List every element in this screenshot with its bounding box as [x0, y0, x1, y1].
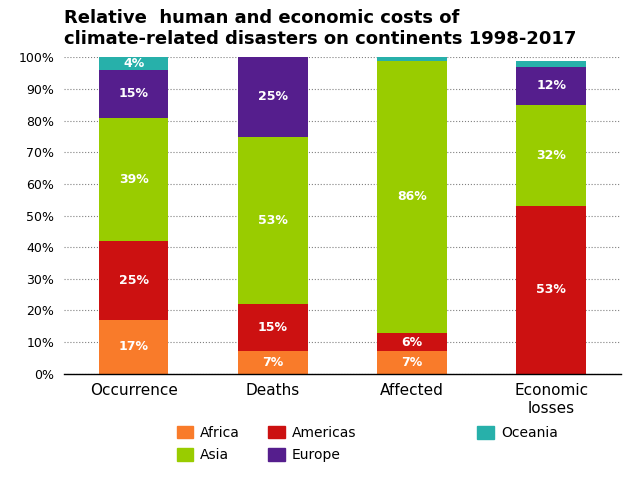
- Bar: [99, 57, 168, 70]
- Bar: [99, 241, 168, 320]
- Bar: [377, 352, 447, 374]
- Bar: [516, 67, 586, 105]
- Bar: [99, 117, 168, 241]
- Text: 17%: 17%: [118, 340, 148, 353]
- Text: 15%: 15%: [258, 321, 288, 334]
- Text: 7%: 7%: [262, 356, 284, 369]
- Bar: [516, 206, 586, 374]
- Text: 15%: 15%: [118, 87, 148, 100]
- Legend: Oceania: Oceania: [472, 421, 563, 446]
- Bar: [377, 332, 447, 352]
- Text: 7%: 7%: [401, 356, 422, 369]
- Text: 32%: 32%: [536, 149, 566, 162]
- Text: 6%: 6%: [401, 335, 422, 349]
- Text: 53%: 53%: [536, 284, 566, 297]
- Bar: [99, 70, 168, 117]
- Bar: [377, 57, 447, 61]
- Text: 25%: 25%: [258, 91, 288, 103]
- Bar: [377, 61, 447, 332]
- Bar: [238, 304, 308, 352]
- Bar: [238, 57, 308, 137]
- Bar: [238, 352, 308, 374]
- Text: 53%: 53%: [258, 214, 288, 227]
- Text: 12%: 12%: [536, 80, 566, 92]
- Bar: [99, 320, 168, 374]
- Text: 25%: 25%: [118, 274, 148, 287]
- Text: 86%: 86%: [397, 190, 427, 203]
- Bar: [238, 137, 308, 304]
- Text: 4%: 4%: [123, 57, 144, 70]
- Text: Relative  human and economic costs of
climate-related disasters on continents 19: Relative human and economic costs of cli…: [64, 9, 577, 47]
- Bar: [516, 105, 586, 206]
- Bar: [516, 61, 586, 67]
- Text: 39%: 39%: [119, 173, 148, 186]
